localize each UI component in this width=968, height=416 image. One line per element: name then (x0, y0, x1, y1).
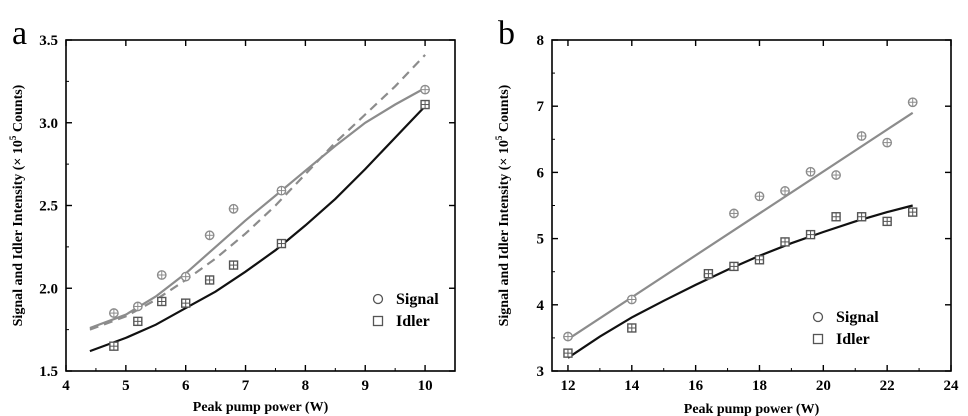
y-tick-label: 3.5 (39, 33, 58, 49)
signal-point (882, 137, 893, 148)
panel-letter: b (498, 15, 515, 52)
signal-point (563, 331, 573, 342)
y-tick-label: 2.5 (39, 199, 58, 215)
signal-point (626, 294, 637, 305)
idler-point (276, 238, 287, 249)
y-axis-label-main: Signal and Idler Intensity (× 10 (497, 140, 512, 326)
idler-point (157, 296, 167, 307)
x-tick-label: 6 (182, 378, 190, 394)
x-tick-label: 9 (361, 378, 369, 394)
y-axis-label-main: Signal and Idler Intensity (× 10 (11, 140, 26, 326)
y-tick-label: 3 (537, 364, 545, 380)
x-tick-label: 8 (302, 378, 310, 394)
legend-item-idler: Idler (372, 313, 430, 330)
y-tick-label: 6 (537, 165, 545, 181)
y-axis-label-unit: Counts) (11, 84, 26, 135)
signal-point (276, 185, 287, 196)
idler-point (882, 216, 892, 227)
x-tick-label: 10 (418, 378, 433, 394)
plot-frame (551, 39, 952, 372)
idler-point (627, 323, 637, 333)
signal-point (420, 84, 430, 95)
y-tick-label: 1.5 (39, 364, 58, 380)
x-tick-label: 22 (880, 378, 895, 394)
y-tick-label: 2.0 (39, 281, 58, 297)
panel-a: a 4 5 6 7 8 9 10 1.5 2.0 2.5 3.0 3.5 Peak pump power … (8, 15, 456, 415)
y-tick-label: 8 (537, 33, 545, 49)
idler-point (831, 212, 841, 222)
x-tick-label: 12 (560, 378, 575, 394)
y-tick-label: 3.0 (39, 116, 58, 132)
signal-point (729, 208, 739, 219)
x-tick-label: 16 (688, 378, 704, 394)
signal-point (156, 270, 167, 280)
y-tick-label: 7 (537, 99, 545, 115)
x-axis-label: Peak pump power (W) (684, 402, 820, 416)
signal-point (805, 166, 816, 177)
y-tick-label: 4 (537, 298, 545, 314)
legend-label: Signal (836, 309, 879, 326)
x-axis-label: Peak pump power (W) (193, 400, 329, 415)
signal-point (180, 271, 191, 282)
signal-point (754, 191, 765, 202)
y-axis-label-superscript: 5 (8, 135, 18, 140)
y-tick-label: 5 (537, 232, 545, 248)
y-axis-label: Signal and Idler Intensity (× 105 Counts… (494, 84, 512, 326)
legend-item-signal: Signal (372, 291, 439, 308)
signal-point (132, 301, 143, 312)
x-tick-label: 14 (624, 378, 640, 394)
legend-circle-marker (812, 311, 824, 323)
idler-point (856, 212, 867, 222)
idler-point (563, 348, 573, 358)
idler-point (420, 99, 430, 110)
signal-point (228, 203, 239, 214)
idler-point (228, 260, 239, 270)
x-tick-label: 5 (122, 378, 130, 394)
y-axis-label: Signal and Idler Intensity (× 105 Counts… (8, 84, 26, 326)
x-tick-label: 18 (752, 378, 767, 394)
legend-circle-marker (372, 293, 384, 305)
y-axis-label-superscript: 5 (494, 135, 504, 140)
fit-curve-solid (89, 87, 426, 330)
idler-point (729, 261, 739, 272)
panel-b: b 12 14 16 18 20 22 24 3 4 5 6 7 8 Peak pump power (W)… (494, 15, 959, 416)
signal-point (204, 230, 215, 241)
signal-point (780, 186, 790, 196)
signal-point (831, 170, 841, 180)
idler-point (703, 268, 714, 279)
legend-label: Idler (396, 313, 430, 330)
legend-item-idler: Idler (812, 331, 870, 348)
fit-curve-solid (567, 111, 914, 341)
idler-point (180, 298, 191, 308)
idler-point (907, 207, 918, 217)
idler-point (133, 316, 143, 327)
fit-curve-dashed (89, 54, 426, 331)
panel-letter: a (12, 15, 27, 52)
legend-square-marker (812, 333, 824, 345)
legend-square-marker (372, 315, 384, 327)
y-axis-label-unit: Counts) (497, 84, 512, 135)
x-tick-label: 4 (62, 378, 70, 394)
legend-label: Idler (836, 331, 870, 348)
signal-point (108, 308, 119, 318)
legend-item-signal: Signal (812, 309, 879, 326)
x-tick-label: 24 (944, 378, 960, 394)
idler-point (204, 275, 215, 285)
fit-curve-solid (89, 105, 426, 353)
legend-label: Signal (396, 291, 439, 308)
idler-point (805, 229, 816, 240)
x-tick-label: 7 (242, 378, 250, 394)
idler-point (780, 237, 790, 247)
idler-point (754, 255, 765, 265)
x-tick-label: 20 (816, 378, 831, 394)
signal-point (907, 97, 918, 108)
signal-point (856, 131, 867, 141)
idler-point (109, 341, 119, 351)
